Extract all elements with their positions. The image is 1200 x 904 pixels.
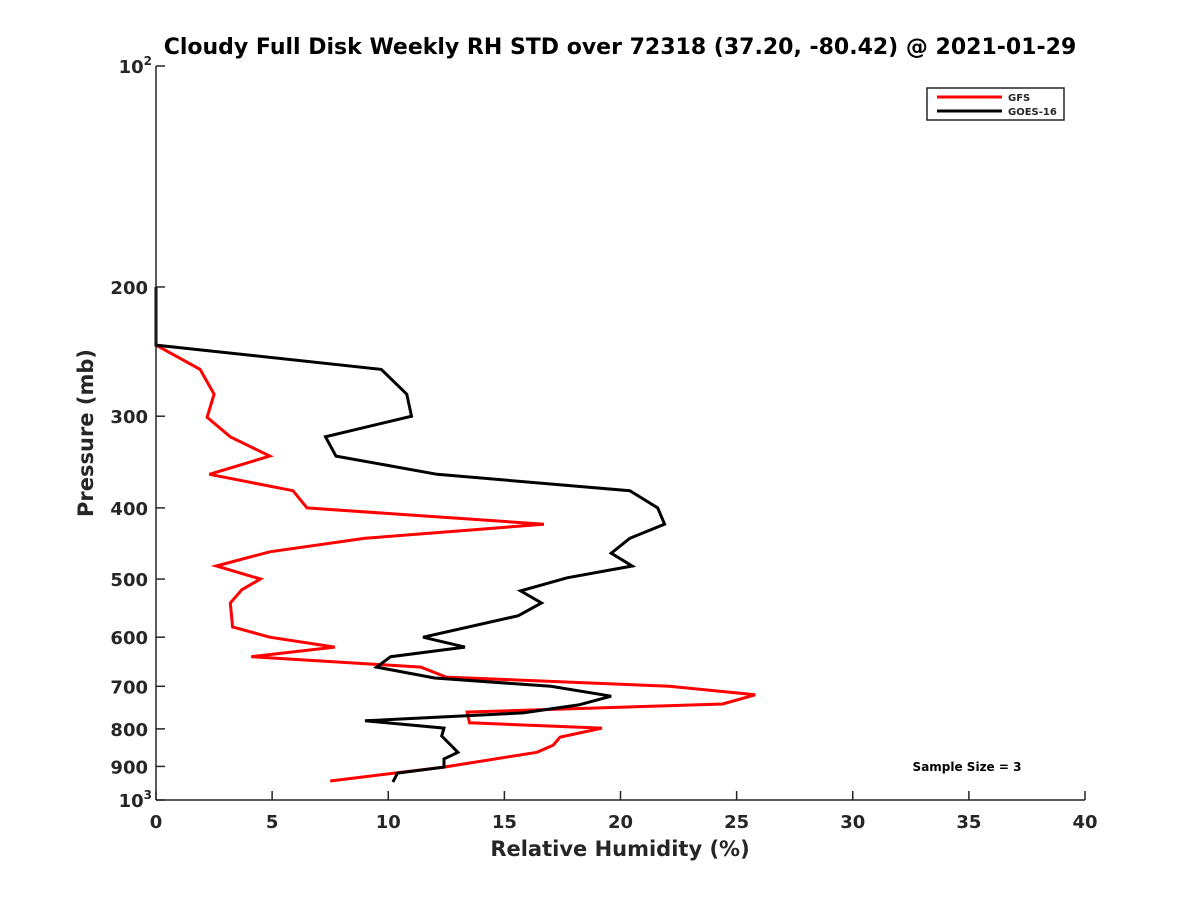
y-tick-label: 800: [110, 720, 148, 741]
x-tick-label: 10: [376, 812, 401, 833]
y-tick-label: 600: [110, 628, 148, 649]
series-line-gfs: [155, 343, 756, 783]
legend-label-goes16: GOES-16: [1008, 107, 1057, 118]
y-tick-label: 102: [119, 54, 152, 78]
x-tick-label: 0: [150, 812, 163, 833]
x-tick-label: 5: [266, 812, 279, 833]
y-tick-label: 400: [110, 499, 148, 520]
legend-box: [926, 87, 1065, 121]
y-tick-label: 200: [110, 278, 148, 299]
chart-title: Cloudy Full Disk Weekly RH STD over 7231…: [164, 35, 1077, 60]
y-tick-label: 900: [110, 757, 148, 778]
x-axis-label: Relative Humidity (%): [490, 837, 749, 861]
ticks-layer: 0 5 10 15 20 25 30 35 40 102 200 300 400 500 600 700 800…: [110, 54, 1097, 833]
x-tick-label: 30: [840, 812, 865, 833]
y-tick-label: 300: [110, 407, 148, 428]
y-tick-label: 103: [119, 788, 152, 812]
y-tick-label: 700: [110, 677, 148, 698]
x-tick-label: 20: [608, 812, 633, 833]
y-axis-label: Pressure (mb): [74, 349, 98, 517]
x-tick-label: 15: [492, 812, 517, 833]
y-tick-label: 500: [110, 570, 148, 591]
series-line-goes16: [154, 287, 667, 783]
legend: GFS GOES-16: [926, 87, 1065, 121]
x-tick-label: 35: [956, 812, 981, 833]
sample-size-annotation: Sample Size = 3: [913, 760, 1022, 774]
series-layer: [154, 287, 756, 783]
x-tick-label: 40: [1072, 812, 1097, 833]
legend-label-gfs: GFS: [1008, 93, 1030, 104]
x-tick-label: 25: [724, 812, 749, 833]
